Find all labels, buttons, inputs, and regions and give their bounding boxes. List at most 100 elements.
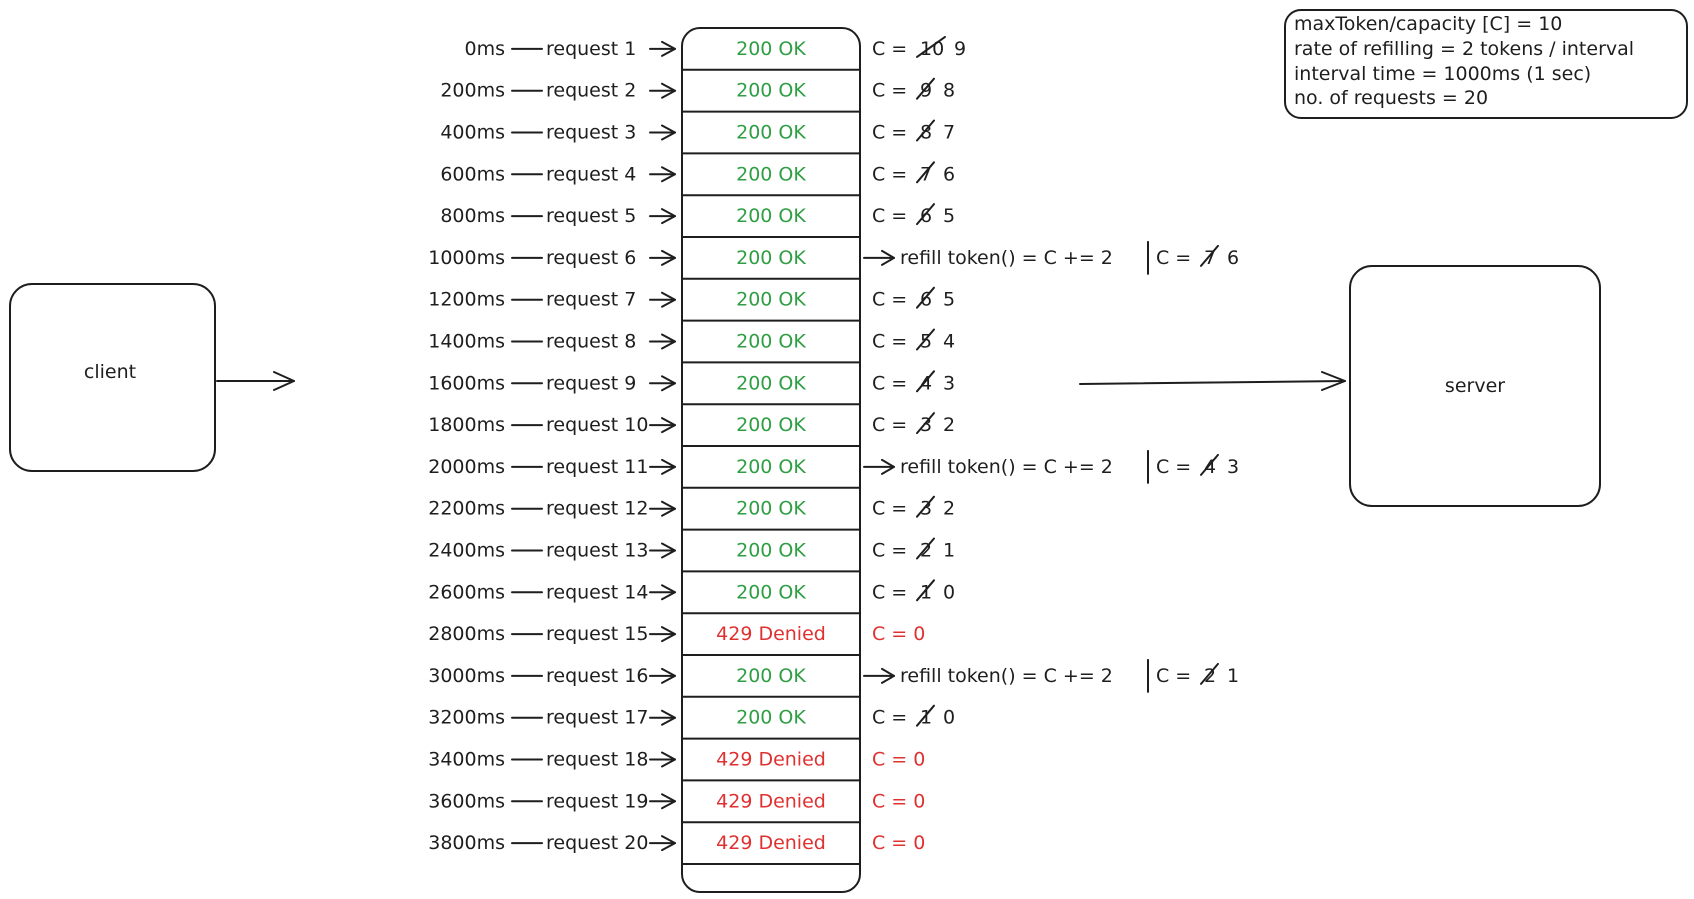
time-label-19: 3600ms (428, 790, 505, 812)
time-label-12: 2200ms (428, 498, 505, 520)
info-line-3: interval time = 1000ms (1 sec) (1294, 63, 1591, 85)
status-9: 200 OK (736, 372, 806, 394)
request-label-18: request 18 (546, 749, 648, 771)
request-label-16: request 16 (546, 665, 648, 687)
capacity-prefix-8: C = (872, 331, 907, 353)
status-6: 200 OK (736, 247, 806, 269)
info-line-1: maxToken/capacity [C] = 10 (1294, 13, 1562, 35)
time-label-9: 1600ms (428, 372, 505, 394)
request-arrowhead-7 (661, 291, 676, 308)
capacity-prefix-12: C = (872, 498, 907, 520)
request-arrowhead-11 (661, 458, 676, 475)
status-11: 200 OK (736, 456, 806, 478)
status-17: 200 OK (736, 707, 806, 729)
status-12: 200 OK (736, 498, 806, 520)
capacity-prefix-7: C = (872, 289, 907, 311)
status-4: 200 OK (736, 163, 806, 185)
time-label-5: 800ms (440, 205, 505, 227)
capacity-strike-10 (916, 412, 935, 435)
capacity-15: C = 0 (872, 623, 925, 645)
refill-text-16: refill token() = C += 2 (900, 665, 1113, 687)
info-line-4: no. of requests = 20 (1294, 87, 1488, 109)
capacity-prefix-17: C = (872, 707, 907, 729)
server-arrow-line (1079, 380, 1346, 385)
request-label-17: request 17 (546, 707, 648, 729)
request-arrowhead-2 (661, 82, 676, 99)
client-node: client (9, 283, 216, 472)
capacity-prefix-2: C = (872, 80, 907, 102)
capacity-strike-6 (1200, 244, 1219, 267)
capacity-strike-13 (916, 537, 935, 560)
request-label-11: request 11 (546, 456, 648, 478)
time-label-10: 1800ms (428, 414, 505, 436)
capacity-strike-8 (916, 328, 935, 351)
capacity-strike-4 (916, 161, 935, 184)
capacity-strike-1 (916, 35, 946, 58)
request-arrowhead-17 (661, 709, 676, 726)
time-label-11: 2000ms (428, 456, 505, 478)
request-arrowhead-12 (661, 500, 676, 517)
bucket-outline (681, 27, 861, 893)
capacity-new-3: 7 (943, 122, 955, 144)
time-label-14: 2600ms (428, 581, 505, 603)
client-arrow-head (273, 371, 295, 391)
client-box (9, 283, 216, 472)
status-7: 200 OK (736, 289, 806, 311)
capacity-prefix-16: C = (1156, 665, 1191, 687)
request-label-13: request 13 (546, 540, 648, 562)
capacity-new-12: 2 (943, 498, 955, 520)
request-arrowhead-8 (661, 333, 676, 350)
capacity-new-14: 0 (943, 581, 955, 603)
capacity-strike-12 (916, 495, 935, 518)
request-label-14: request 14 (546, 581, 648, 603)
request-label-15: request 15 (546, 623, 648, 645)
capacity-prefix-9: C = (872, 372, 907, 394)
request-label-2: request 2 (546, 80, 636, 102)
capacity-new-17: 0 (943, 707, 955, 729)
server-arrow (1079, 371, 1346, 391)
time-label-3: 400ms (440, 122, 505, 144)
request-arrowhead-16 (661, 667, 676, 684)
status-3: 200 OK (736, 122, 806, 144)
request-arrowhead-4 (661, 166, 676, 183)
server-arrow-head (1321, 371, 1346, 391)
capacity-strike-7 (916, 286, 935, 309)
capacity-new-7: 5 (943, 289, 955, 311)
time-label-4: 600ms (440, 163, 505, 185)
capacity-strike-2 (916, 77, 935, 100)
capacity-strike-17 (916, 704, 935, 727)
status-18: 429 Denied (716, 749, 826, 771)
capacity-strike-14 (916, 579, 935, 602)
request-label-10: request 10 (546, 414, 648, 436)
capacity-new-4: 6 (943, 163, 955, 185)
capacity-prefix-11: C = (1156, 456, 1191, 478)
refill-arrowhead-6 (881, 249, 895, 266)
capacity-prefix-1: C = (872, 38, 907, 60)
status-20: 429 Denied (716, 832, 826, 854)
request-label-19: request 19 (546, 790, 648, 812)
request-arrowhead-10 (661, 417, 676, 434)
capacity-19: C = 0 (872, 790, 925, 812)
time-label-17: 3200ms (428, 707, 505, 729)
capacity-18: C = 0 (872, 749, 925, 771)
time-label-7: 1200ms (428, 289, 505, 311)
status-15: 429 Denied (716, 623, 826, 645)
status-5: 200 OK (736, 205, 806, 227)
capacity-prefix-13: C = (872, 540, 907, 562)
request-label-6: request 6 (546, 247, 636, 269)
time-label-13: 2400ms (428, 540, 505, 562)
request-arrowhead-19 (661, 793, 676, 810)
capacity-20: C = 0 (872, 832, 925, 854)
capacity-strike-16 (1200, 662, 1219, 685)
refill-text-6: refill token() = C += 2 (900, 247, 1113, 269)
request-label-12: request 12 (546, 498, 648, 520)
capacity-prefix-10: C = (872, 414, 907, 436)
capacity-new-6: 6 (1227, 247, 1239, 269)
capacity-new-2: 8 (943, 80, 955, 102)
server-node: server (1349, 265, 1601, 507)
status-13: 200 OK (736, 540, 806, 562)
capacity-old-1: 10 (920, 38, 944, 60)
status-1: 200 OK (736, 38, 806, 60)
capacity-new-8: 4 (943, 331, 955, 353)
